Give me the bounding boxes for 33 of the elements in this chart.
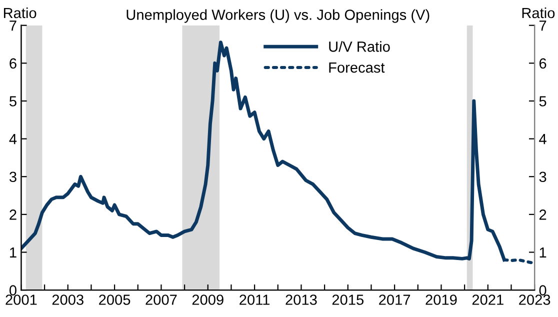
legend-label: U/V Ratio	[329, 41, 390, 52]
x-tick-label: 2001	[6, 294, 37, 305]
y-axis-title: Ratio	[4, 7, 36, 18]
y2-tick-label: 1	[540, 247, 546, 258]
x-tick-label: 2023	[519, 294, 550, 305]
chart-title: Unemployed Workers (U) vs. Job Openings (V)	[126, 9, 430, 23]
x-tick-label: 2009	[192, 294, 224, 305]
y2-tick-label: 2	[539, 210, 546, 220]
y-tick-label: 3	[9, 172, 16, 182]
y2-tick-label: 7	[539, 20, 546, 31]
x-tick-label: 2011	[240, 294, 270, 305]
y2-tick-label: 5	[539, 96, 546, 106]
y-tick-label: 0	[9, 285, 16, 296]
y2-tick-label: 6	[539, 58, 546, 69]
y-tick-label: 2	[10, 210, 16, 220]
y-tick-label: 6	[10, 58, 16, 69]
y2-tick-label: 0	[539, 285, 546, 296]
x-tick-label: 2013	[286, 294, 317, 305]
x-tick-label: 2003	[52, 294, 84, 305]
y2-tick-label: 4	[539, 134, 546, 144]
y2-tick-label: 3	[539, 172, 546, 182]
x-tick-label: 2019	[426, 294, 457, 305]
y2-axis-title: Ratio	[522, 7, 555, 18]
x-tick-label: 2005	[99, 294, 130, 305]
y-tick-label: 1	[10, 247, 16, 258]
x-tick-label: 2017	[379, 294, 410, 305]
legend-label: Forecast	[329, 62, 385, 73]
x-tick-label: 2021	[472, 294, 504, 305]
y-tick-label: 4	[9, 134, 17, 144]
x-tick-label: 2007	[146, 294, 177, 305]
y-tick-label: 5	[10, 96, 16, 106]
x-tick-label: 2015	[332, 294, 364, 305]
y-tick-label: 7	[10, 20, 16, 31]
